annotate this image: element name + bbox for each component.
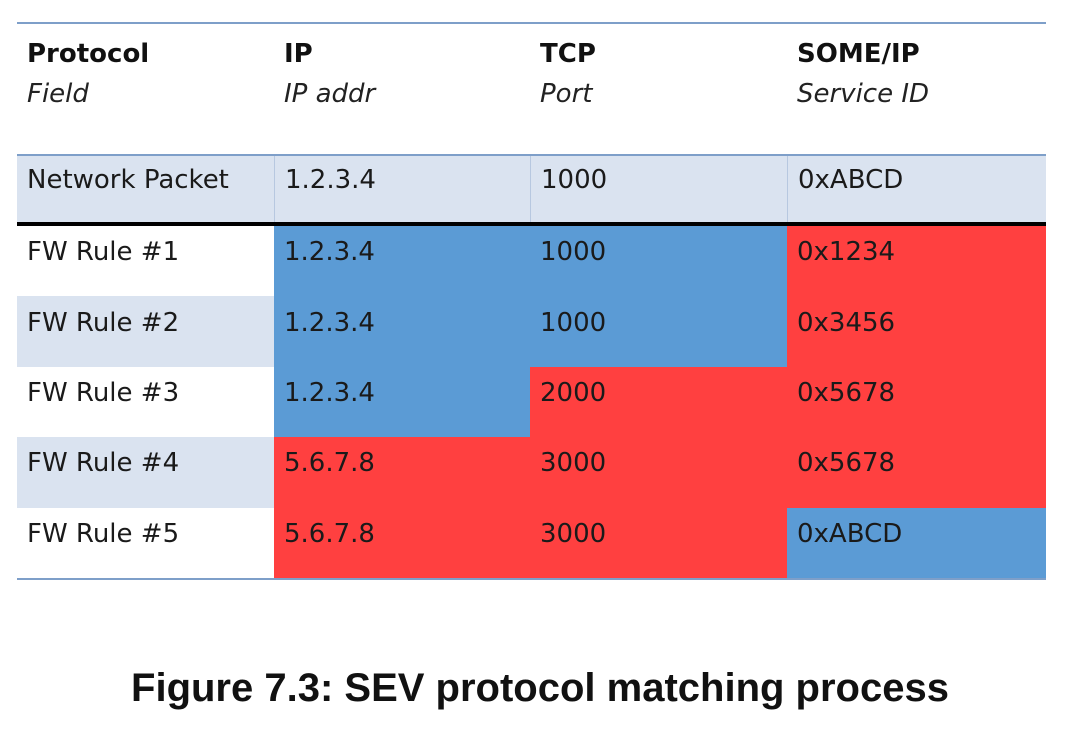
rule-label: FW Rule #1 [17, 226, 274, 297]
figure-caption: Figure 7.3: SEV protocol matching proces… [131, 666, 949, 710]
rule-tcp-cell: 1000 [530, 296, 787, 367]
rule-tcp-cell: 3000 [530, 507, 787, 578]
rule-ip-cell: 5.6.7.8 [274, 507, 530, 578]
rules-table: FW Rule #1 1.2.3.4 1000 0x1234 FW Rule #2 1.2… [17, 226, 1046, 578]
packet-someip: 0xABCD [787, 156, 1046, 222]
rule-label: FW Rule #5 [17, 507, 274, 578]
packet-tcp: 1000 [530, 156, 787, 222]
header-name: TCP [540, 39, 596, 69]
header-sub: Port [540, 79, 593, 109]
rule-someip-cell: 0x1234 [787, 226, 1046, 297]
rule-label: FW Rule #4 [17, 437, 274, 508]
header-name: SOME/IP [797, 39, 920, 69]
packet-separator [17, 222, 1046, 226]
rule-someip-cell: 0x5678 [787, 366, 1046, 438]
rule-someip-cell: 0x5678 [787, 437, 1046, 508]
header-tcp: TCP Port [530, 24, 787, 154]
header-name: Protocol [27, 39, 150, 69]
rule-label: FW Rule #2 [17, 296, 274, 367]
rule-ip-cell: 5.6.7.8 [274, 437, 530, 508]
rule-someip-cell: 0xABCD [787, 507, 1046, 578]
rule-ip-cell: 1.2.3.4 [274, 226, 530, 297]
header-ip: IP IP addr [274, 24, 530, 154]
packet-row: Network Packet 1.2.3.4 1000 0xABCD [17, 156, 1046, 222]
rule-label: FW Rule #3 [17, 366, 274, 438]
header-sub: Field [27, 79, 89, 109]
rule-ip-cell: 1.2.3.4 [274, 366, 530, 438]
header-name: IP [284, 39, 313, 69]
rule-someip-cell: 0x3456 [787, 296, 1046, 367]
packet-ip: 1.2.3.4 [274, 156, 530, 222]
table-top-rule [17, 22, 1046, 24]
header-protocol: Protocol Field [17, 24, 274, 154]
rule-ip-cell: 1.2.3.4 [274, 296, 530, 367]
packet-label: Network Packet [17, 156, 274, 222]
header-sub: Service ID [797, 79, 930, 109]
table-mid-rule [17, 154, 1046, 156]
table-header: Protocol Field IP IP addr TCP Port SOME/… [17, 24, 1046, 154]
header-someip: SOME/IP Service ID [787, 24, 1046, 154]
rule-tcp-cell: 3000 [530, 437, 787, 508]
table-bottom-rule [17, 578, 1046, 580]
rule-tcp-cell: 1000 [530, 226, 787, 297]
header-sub: IP addr [284, 79, 376, 109]
rule-tcp-cell: 2000 [530, 366, 787, 438]
